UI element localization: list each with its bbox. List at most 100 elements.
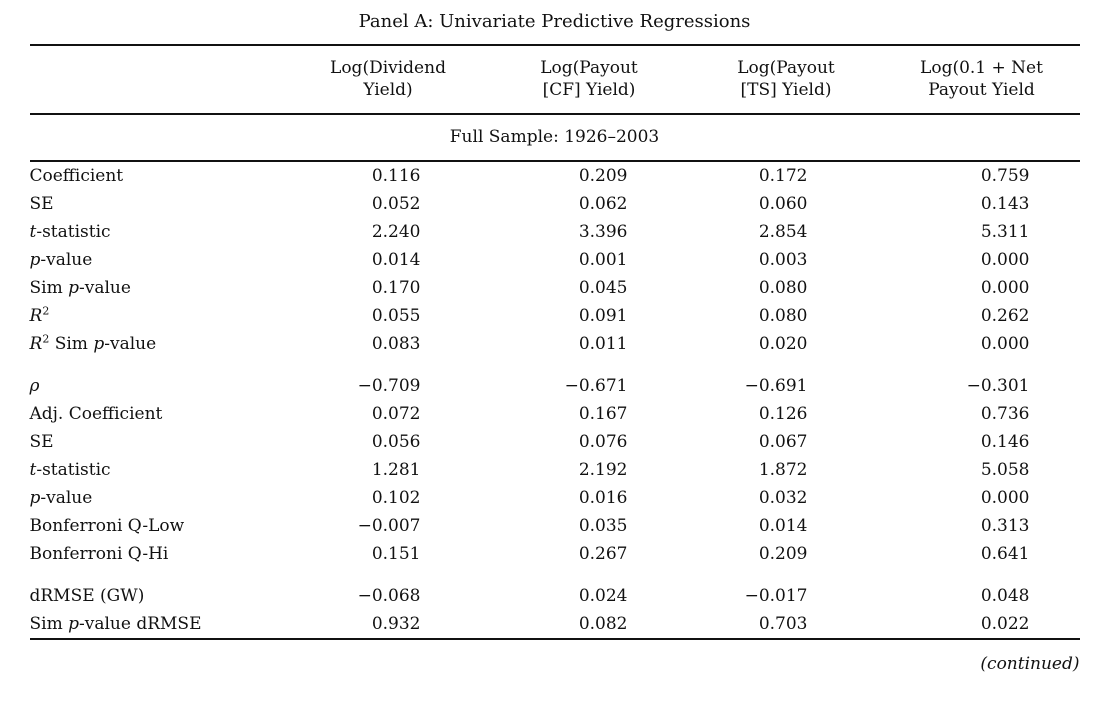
table-row: dRMSE (GW) −0.068 0.024 −0.017 0.048 <box>30 568 1080 610</box>
cell-value: 2.240 <box>371 222 421 242</box>
cell-value: −0.671 <box>564 376 628 396</box>
table-row: p-value 0.102 0.016 0.032 0.000 <box>30 484 1080 512</box>
cell-value: 0.052 <box>371 194 421 214</box>
statistics-table-body: Coefficient 0.116 0.209 0.172 0.759 SE 0.052 0.… <box>30 162 1080 638</box>
cell-value: 0.262 <box>980 306 1030 326</box>
table-row: p-value 0.014 0.001 0.003 0.000 <box>30 246 1080 274</box>
row-label: p-value <box>29 250 93 270</box>
cell-value: 0.736 <box>980 404 1030 424</box>
row-label: dRMSE (GW) <box>29 586 145 606</box>
cell-value: 0.035 <box>578 516 628 536</box>
statistics-table: Coefficient 0.116 0.209 0.172 0.759 SE 0.052 0.… <box>30 162 1080 638</box>
cell-value: 0.102 <box>371 488 421 508</box>
row-label: SE <box>29 194 54 214</box>
row-label: t-statistic <box>29 460 111 480</box>
cell-value: 0.016 <box>578 488 628 508</box>
cell-value: 0.014 <box>758 516 808 536</box>
cell-value: 0.167 <box>578 404 628 424</box>
table-row: t-statistic 1.281 2.192 1.872 5.058 <box>30 456 1080 484</box>
cell-value: 0.703 <box>758 614 808 634</box>
cell-value: 0.060 <box>758 194 808 214</box>
cell-value: 1.281 <box>371 460 421 480</box>
cell-value: 0.048 <box>980 586 1030 606</box>
table-row: ρ −0.709 −0.671 −0.691 −0.301 <box>30 358 1080 400</box>
cell-value: −0.017 <box>744 586 808 606</box>
cell-value: 0.116 <box>371 166 421 186</box>
cell-value: 0.000 <box>980 250 1030 270</box>
table-row: t-statistic 2.240 3.396 2.854 5.311 <box>30 218 1080 246</box>
table-row: Sim p-value dRMSE 0.932 0.082 0.703 0.022 <box>30 610 1080 638</box>
row-label: Bonferroni Q-Hi <box>29 544 169 564</box>
table-row: Bonferroni Q-Low −0.007 0.035 0.014 0.313 <box>30 512 1080 540</box>
row-label: R2 <box>29 304 50 326</box>
row-label: R2 Sim p-value <box>29 332 157 354</box>
cell-value: 0.151 <box>371 544 421 564</box>
cell-value: 0.000 <box>980 278 1030 298</box>
cell-value: 0.014 <box>371 250 421 270</box>
cell-value: 0.126 <box>758 404 808 424</box>
column-header-line: Log(Dividend <box>330 58 446 78</box>
cell-value: 0.072 <box>371 404 421 424</box>
cell-value: 0.172 <box>758 166 808 186</box>
panel-title: Panel A: Univariate Predictive Regressio… <box>358 11 751 32</box>
cell-value: 0.020 <box>758 334 808 354</box>
cell-value: 0.143 <box>980 194 1030 214</box>
cell-value: 0.209 <box>758 544 808 564</box>
cell-value: 0.022 <box>980 614 1030 634</box>
cell-value: −0.068 <box>357 586 421 606</box>
cell-value: −0.709 <box>357 376 421 396</box>
divider-bottom <box>29 638 1080 640</box>
row-label: Bonferroni Q-Low <box>29 516 185 536</box>
row-label: t-statistic <box>29 222 111 242</box>
table-row: R2 0.055 0.091 0.080 0.262 <box>30 302 1080 330</box>
cell-value: 0.000 <box>980 488 1030 508</box>
cell-value: 0.080 <box>758 278 808 298</box>
table-row: Bonferroni Q-Hi 0.151 0.267 0.209 0.641 <box>30 540 1080 568</box>
cell-value: 0.076 <box>578 432 628 452</box>
divider-under-subheader <box>29 160 1080 162</box>
continued-note: (continued) <box>980 654 1080 674</box>
cell-value: 0.759 <box>980 166 1030 186</box>
row-label: p-value <box>29 488 93 508</box>
cell-value: 0.170 <box>371 278 421 298</box>
row-label: Sim p-value dRMSE <box>29 614 202 634</box>
cell-value: 0.080 <box>758 306 808 326</box>
row-label: Coefficient <box>29 166 124 186</box>
cell-value: 2.854 <box>758 222 808 242</box>
cell-value: 0.932 <box>371 614 421 634</box>
cell-value: 0.011 <box>578 334 628 354</box>
cell-value: 1.872 <box>758 460 808 480</box>
column-header-dividend-yield: Log(Dividend Yield) <box>287 46 490 113</box>
cell-value: 0.313 <box>980 516 1030 536</box>
row-label: ρ <box>29 376 40 396</box>
cell-value: 0.209 <box>578 166 628 186</box>
cell-value: 0.003 <box>758 250 808 270</box>
column-header-row: Log(Dividend Yield) Log(Payout [CF] Yiel… <box>30 46 1080 113</box>
cell-value: 5.311 <box>980 222 1030 242</box>
table-row: SE 0.056 0.076 0.067 0.146 <box>30 428 1080 456</box>
table-row: Sim p-value 0.170 0.045 0.080 0.000 <box>30 274 1080 302</box>
divider-top <box>29 44 1080 46</box>
cell-value: 2.192 <box>578 460 628 480</box>
cell-value: 0.082 <box>578 614 628 634</box>
cell-value: 0.146 <box>980 432 1030 452</box>
cell-value: 0.024 <box>578 586 628 606</box>
cell-value: 0.032 <box>758 488 808 508</box>
table-row: SE 0.052 0.062 0.060 0.143 <box>30 190 1080 218</box>
cell-value: 5.058 <box>980 460 1030 480</box>
cell-value: 0.001 <box>578 250 628 270</box>
cell-value: 0.045 <box>578 278 628 298</box>
cell-value: 0.267 <box>578 544 628 564</box>
column-header-line: Yield) <box>363 80 413 100</box>
cell-value: 0.641 <box>980 544 1030 564</box>
cell-value: −0.301 <box>966 376 1030 396</box>
table-row: Adj. Coefficient 0.072 0.167 0.126 0.736 <box>30 400 1080 428</box>
column-header-line: [CF] Yield) <box>542 80 636 100</box>
divider-under-headers <box>29 113 1080 115</box>
cell-value: 0.000 <box>980 334 1030 354</box>
sample-period-subheader: Full Sample: 1926–2003 <box>449 127 660 147</box>
cell-value: −0.691 <box>744 376 808 396</box>
cell-value: 0.056 <box>371 432 421 452</box>
column-header-line: [TS] Yield) <box>740 80 832 100</box>
